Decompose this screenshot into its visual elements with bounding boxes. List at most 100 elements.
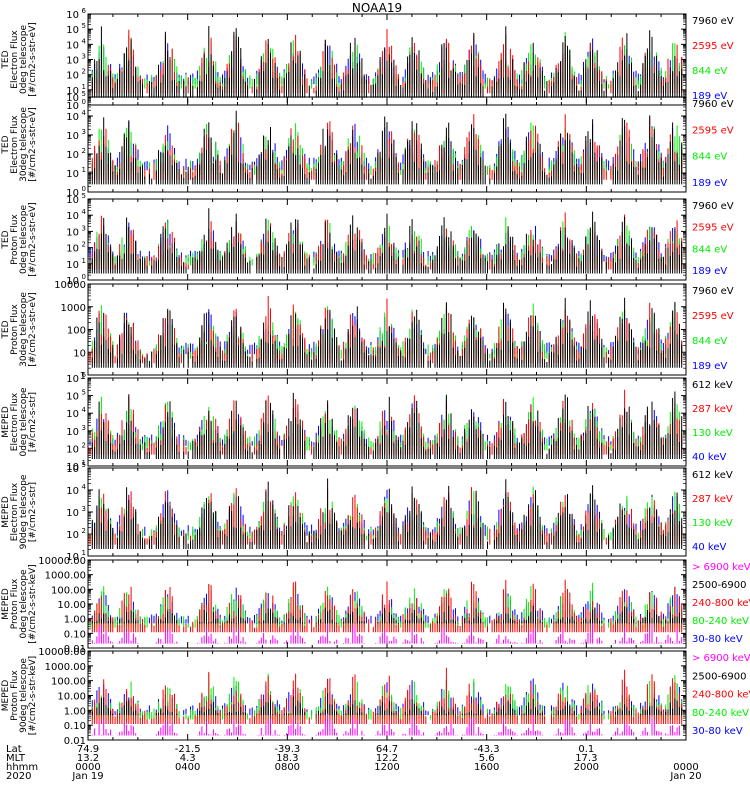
legend-entry: 612 keV — [692, 470, 733, 481]
x-tick-label-date: Jan 20 — [669, 771, 701, 782]
series-trace — [89, 110, 683, 185]
legend-entry: 287 keV — [692, 494, 733, 505]
y-tick-label: 10 — [66, 169, 79, 180]
y-tick-label: 10 — [66, 40, 79, 51]
y-tick-label: 10 — [66, 131, 79, 142]
y-axis-title-line: Electron Flux — [10, 392, 20, 451]
legend-entry: 189 eV — [692, 91, 727, 102]
legend-entry: 240-800 keV — [692, 690, 750, 701]
y-tick-label: 10 — [66, 56, 79, 67]
y-axis-title-line: [#/cm2-s-str] — [28, 392, 38, 452]
y-tick-label: 10 — [66, 112, 79, 123]
legend-entry: 2595 eV — [692, 223, 734, 234]
legend-entry: 844 eV — [692, 244, 727, 255]
y-tick-label: 10 — [66, 195, 79, 206]
y-tick-label: 10 — [73, 348, 86, 359]
y-axis-title-line: Proton Flux — [10, 578, 20, 629]
x-tick-label-hhmm: 0000 — [673, 762, 698, 773]
y-tick-exponent: 0 — [82, 98, 86, 106]
y-tick-label: 10 — [66, 276, 79, 287]
y-axis-title-line: TED — [1, 50, 11, 69]
x-tick-label-mlt: 12.2 — [376, 753, 398, 764]
y-tick-label: 10 — [66, 86, 79, 97]
y-tick-label: 10 — [66, 552, 79, 563]
series-trace — [91, 693, 683, 716]
y-tick-label: 1000.00 — [45, 571, 86, 582]
y-tick-label: 10.00 — [57, 692, 86, 703]
legend-entry: 2595 eV — [692, 125, 734, 136]
y-axis-title-line: [#/cm2-s-str-eV] — [28, 292, 38, 367]
y-tick-exponent: 4 — [82, 208, 87, 216]
y-axis-title-line: 0deg telescope — [19, 387, 29, 457]
y-tick-label: 10 — [66, 260, 79, 271]
y-tick-label: 10000 — [54, 280, 86, 291]
y-tick-exponent: 4 — [82, 406, 87, 414]
y-tick-exponent: 1 — [82, 549, 86, 557]
y-axis-title-line: Proton Flux — [10, 304, 20, 355]
y-tick-label: 1000 — [61, 303, 86, 314]
series-trace — [91, 605, 683, 624]
y-axis-title-line: TED — [1, 230, 11, 249]
y-tick-label: 10 — [66, 427, 79, 438]
y-axis-title-line: [#/cm2-s-str-keV] — [28, 564, 38, 643]
legend-entry: > 6900 keV — [692, 653, 750, 664]
y-tick-label: 1 — [80, 371, 86, 382]
legend-entry: 240-800 keV — [692, 598, 750, 609]
legend-entry: > 6900 keV — [692, 562, 750, 573]
x-tick-label-lat: 0.1 — [578, 744, 594, 755]
y-tick-label: 10 — [66, 462, 79, 473]
x-tick-label-lat: -43.3 — [474, 744, 500, 755]
y-axis-title-line: MEPED — [1, 680, 11, 712]
y-tick-label: 10 — [66, 71, 79, 82]
y-tick-exponent: 2 — [82, 527, 86, 535]
y-tick-label: 0.10 — [64, 629, 86, 640]
legend-entry: 30-80 keV — [692, 726, 743, 737]
series-trace — [91, 26, 683, 98]
y-axis-title-line: Proton Flux — [10, 670, 20, 721]
y-axis-title-line: 0deg telescope — [19, 25, 29, 95]
y-tick-exponent: 0 — [82, 273, 86, 281]
y-axis-title-line: Electron Flux — [10, 30, 20, 89]
series-trace — [91, 713, 683, 736]
y-axis-title-line: Electron Flux — [10, 115, 20, 174]
y-tick-exponent: 5 — [82, 22, 86, 30]
y-tick-label: 10 — [66, 508, 79, 519]
y-axis-title-line: [#/cm2-s-str-eV] — [28, 107, 38, 182]
legend-entry: 80-240 keV — [692, 616, 749, 627]
x-tick-label-lat: 74.9 — [77, 744, 99, 755]
y-axis-title-line: MEPED — [1, 588, 11, 620]
x-row-label: Lat — [6, 744, 22, 755]
y-tick-exponent: 1 — [82, 257, 86, 265]
y-tick-label: 0.10 — [64, 721, 86, 732]
x-tick-label-mlt: 13.2 — [77, 753, 99, 764]
legend-entry: 2500-6900 — [692, 671, 747, 682]
x-tick-label-hhmm: 0800 — [275, 762, 300, 773]
legend-entry: 7960 eV — [692, 201, 734, 212]
x-tick-label-mlt: 18.3 — [276, 753, 298, 764]
legend-entry: 130 keV — [692, 518, 733, 529]
y-tick-label: 0.01 — [64, 736, 86, 747]
y-tick-label: 10.00 — [57, 600, 86, 611]
y-axis-title-line: 0deg telescope — [19, 569, 29, 639]
series-trace — [91, 391, 683, 459]
series-trace — [91, 667, 683, 724]
y-axis-title-line: [#/cm2-s-str-keV] — [28, 656, 38, 735]
y-axis-title-line: Electron Flux — [10, 482, 20, 541]
x-tick-label-hhmm: 0400 — [175, 762, 200, 773]
panel-8: 0.01 0.10 1.00 10.00 100.00 1000.00 10000.00 ME… — [1, 647, 750, 747]
y-tick-label: 100.00 — [51, 585, 86, 596]
y-tick-label: 10 — [66, 25, 79, 36]
y-tick-exponent: 2 — [82, 241, 86, 249]
y-tick-label: 10 — [66, 244, 79, 255]
y-tick-exponent: 5 — [82, 90, 86, 98]
y-tick-label: 10 — [66, 150, 79, 161]
y-tick-exponent: 3 — [82, 128, 86, 136]
legend-entry: 2595 eV — [692, 311, 734, 322]
legend-entry: 7960 eV — [692, 99, 734, 110]
y-tick-label: 1.00 — [64, 615, 86, 626]
